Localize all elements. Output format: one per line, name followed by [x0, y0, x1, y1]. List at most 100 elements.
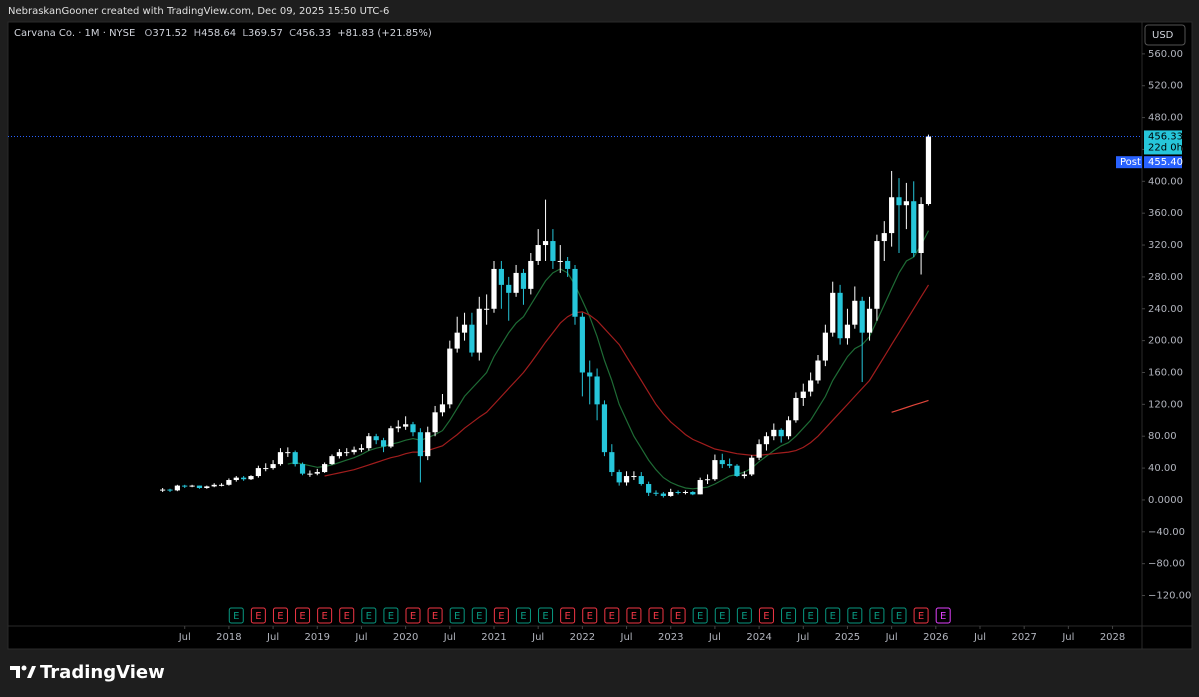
earnings-marker: [648, 607, 664, 624]
brand-logo: [10, 665, 36, 678]
y-tick-label: 0.0000: [1148, 495, 1183, 506]
earnings-label: E: [542, 611, 548, 622]
x-tick-label: Jul: [266, 632, 279, 643]
candle-body: [653, 492, 659, 494]
earnings-label: E: [255, 611, 261, 622]
candle-body: [218, 484, 225, 486]
candle-body: [646, 484, 652, 493]
candle-body: [785, 420, 792, 437]
candle-body: [808, 380, 814, 392]
brand: TradingView: [40, 662, 165, 683]
earnings-label: E: [874, 611, 880, 622]
candle-body: [329, 456, 335, 465]
candle-body: [756, 444, 762, 458]
candle-body: [690, 491, 696, 495]
earnings-marker: [803, 607, 819, 624]
candle-body: [196, 485, 203, 488]
earnings-label: E: [520, 611, 526, 622]
last-price-box: [1144, 130, 1182, 155]
candle-body: [461, 324, 468, 333]
x-tick-label: 2022: [570, 632, 595, 643]
y-tick-label: −80.00: [1148, 559, 1185, 570]
chart-frame: [7, 21, 1193, 650]
candle-body: [859, 300, 865, 333]
candle-body: [866, 308, 873, 333]
candle-body: [918, 204, 924, 254]
candle-body: [439, 404, 446, 413]
candle-body: [763, 436, 770, 445]
earnings-label: E: [609, 611, 615, 622]
x-tick-label: 2024: [746, 632, 771, 643]
y-tick-label: 120.00: [1148, 399, 1183, 410]
y-tick-label: 560.00: [1148, 49, 1183, 60]
earnings-label: E: [852, 611, 858, 622]
logo-mark: [27, 666, 36, 678]
earnings-marker: [538, 607, 554, 624]
candle-body: [425, 432, 431, 457]
y-tick-label: 200.00: [1148, 336, 1183, 347]
currency: USD: [1152, 30, 1174, 41]
candle-body: [889, 197, 895, 234]
candle-body: [844, 324, 851, 339]
earnings-label: E: [498, 611, 504, 622]
earnings-marker: [714, 607, 730, 624]
candle-body: [587, 372, 593, 377]
earnings-label: E: [940, 611, 946, 622]
candle-body: [403, 424, 409, 427]
earnings-marker: [339, 607, 355, 624]
candle-body: [484, 308, 490, 310]
candle-body: [815, 360, 821, 381]
candle-body: [469, 324, 475, 353]
candle-body: [241, 477, 247, 480]
plot-area: [160, 134, 932, 498]
earnings-marker: [493, 607, 509, 624]
earnings-marker: [515, 607, 531, 624]
ohlc-letter: L: [242, 28, 248, 39]
candle-body: [373, 436, 379, 441]
candle-body: [358, 448, 365, 450]
candle-body: [314, 472, 320, 474]
ohlc-letter: C: [289, 28, 296, 39]
earnings-label: E: [785, 611, 791, 622]
earnings-marker: [295, 607, 311, 624]
earnings-marker: [405, 607, 421, 624]
candle-body: [255, 468, 261, 477]
earnings-label: E: [719, 611, 725, 622]
x-tick-label: 2019: [305, 632, 330, 643]
indicator-line: [287, 230, 930, 490]
candle-body: [874, 241, 880, 309]
candle-body: [616, 472, 622, 483]
candle-body: [307, 473, 313, 475]
candle-body: [233, 477, 239, 481]
candle-body: [771, 429, 777, 437]
y-tick-label: 400.00: [1148, 176, 1183, 187]
earnings-label: E: [277, 611, 283, 622]
candle-body: [542, 241, 549, 246]
candle-body: [417, 432, 423, 457]
earnings-label: E: [366, 611, 372, 622]
earnings-label: E: [476, 611, 482, 622]
candle-body: [380, 440, 387, 447]
candle-body: [675, 491, 681, 493]
candle-body: [498, 268, 504, 285]
x-tick-label: 2028: [1100, 632, 1125, 643]
candle-body: [388, 428, 394, 447]
candle-body: [535, 245, 541, 261]
currency-box[interactable]: [1144, 24, 1186, 46]
candle-body: [204, 486, 210, 488]
earnings-label: E: [631, 611, 637, 622]
candle-body: [712, 460, 718, 480]
earnings-label: E: [321, 611, 327, 622]
candle-body: [793, 397, 799, 421]
earnings-label: E: [564, 611, 570, 622]
x-tick-label: Jul: [973, 632, 986, 643]
earnings-label: E: [807, 611, 813, 622]
candle-body: [366, 436, 372, 449]
earnings-marker: [825, 607, 841, 624]
earnings-marker: [361, 607, 377, 624]
candle-body: [528, 260, 534, 289]
earnings-marker: [670, 607, 686, 624]
x-tick-label: Jul: [178, 632, 191, 643]
